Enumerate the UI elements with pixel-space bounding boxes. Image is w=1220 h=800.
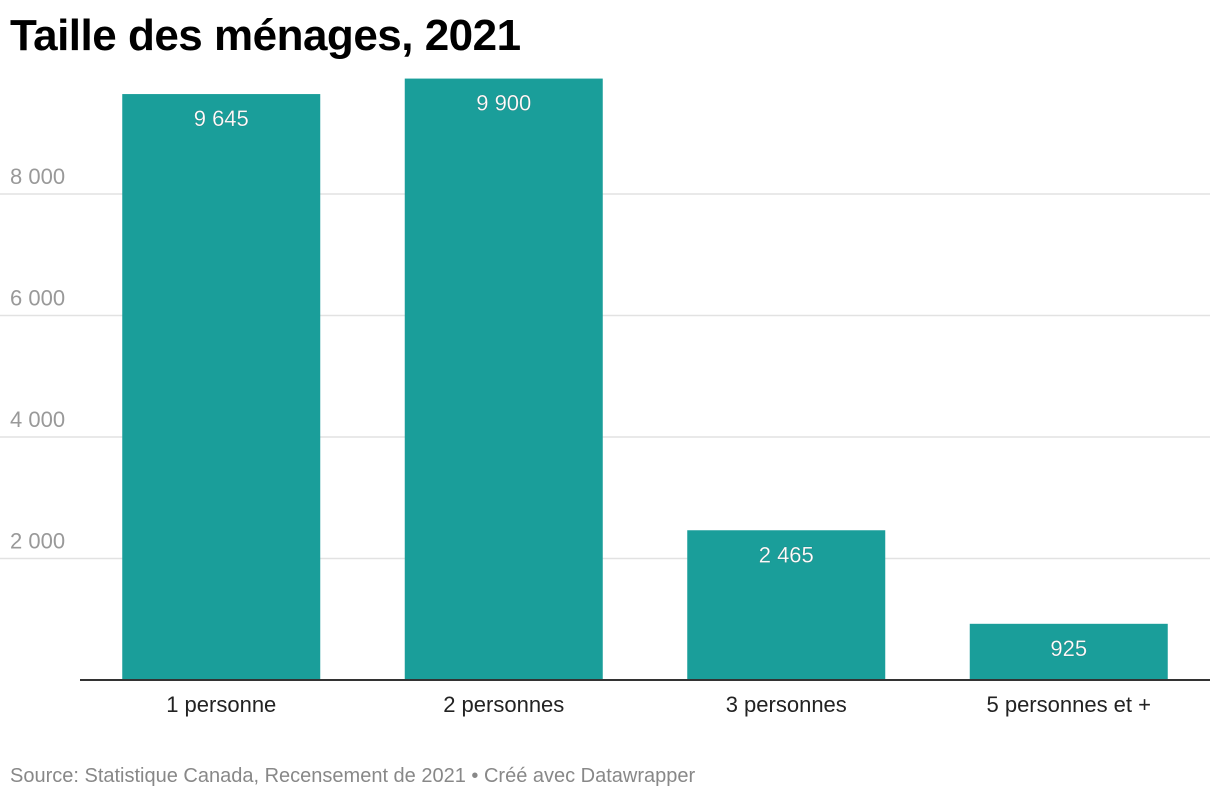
value-labels: 9 645 9 900 2 465 925 <box>193 90 1087 661</box>
chart-title: Taille des ménages, 2021 <box>10 11 521 60</box>
y-tick-label: 8 000 <box>10 164 65 189</box>
x-axis-tick-labels: 1 personne 2 personnes 3 personnes 5 person… <box>166 692 1151 717</box>
bars <box>122 78 1168 680</box>
value-label: 925 <box>1050 636 1087 661</box>
y-tick-label: 2 000 <box>10 529 65 554</box>
y-tick-label: 4 000 <box>10 407 65 432</box>
y-axis-tick-labels: 2 000 4 000 6 000 8 000 <box>10 164 65 554</box>
bar <box>969 623 1168 680</box>
x-tick-label: 3 personnes <box>726 692 847 717</box>
bar <box>122 94 321 680</box>
bar <box>687 530 886 680</box>
x-tick-label: 2 personnes <box>443 692 564 717</box>
x-tick-label: 5 personnes et + <box>986 692 1151 717</box>
value-label: 9 645 <box>194 106 249 131</box>
y-tick-label: 6 000 <box>10 286 65 311</box>
source-footer: Source: Statistique Canada, Recensement … <box>10 765 696 787</box>
x-tick-label: 1 personne <box>166 692 276 717</box>
value-label: 2 465 <box>759 542 814 567</box>
bar <box>404 78 603 680</box>
value-label: 9 900 <box>476 91 531 116</box>
